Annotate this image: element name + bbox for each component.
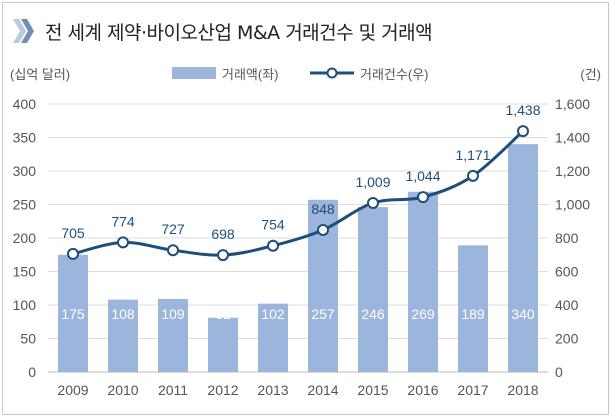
x-tick-label: 2010 bbox=[107, 382, 138, 398]
left-axis-label: (십억 달러) bbox=[10, 67, 70, 82]
right-tick-label: 800 bbox=[555, 230, 579, 246]
line-point-2009 bbox=[67, 247, 79, 260]
left-tick-label: 100 bbox=[13, 297, 37, 313]
line-label: 705 bbox=[61, 225, 85, 241]
right-tick-label: 1,600 bbox=[555, 96, 590, 112]
left-tick-label: 200 bbox=[13, 230, 37, 246]
line-point-2011 bbox=[167, 244, 179, 257]
bar-label: 109 bbox=[161, 306, 185, 322]
left-tick-label: 150 bbox=[13, 264, 37, 280]
x-tick-label: 2018 bbox=[507, 382, 538, 398]
right-tick-label: 1,200 bbox=[555, 163, 590, 179]
left-tick-label: 400 bbox=[13, 96, 37, 112]
bar-2016 bbox=[408, 191, 438, 372]
line-point-2012 bbox=[217, 249, 229, 262]
bar-label: 108 bbox=[111, 306, 135, 322]
x-tick-label: 2012 bbox=[207, 382, 238, 398]
line-point-2010 bbox=[117, 236, 129, 249]
x-tick-label: 2016 bbox=[407, 382, 438, 398]
right-tick-label: 200 bbox=[555, 331, 579, 347]
bar-label: 269 bbox=[411, 306, 435, 322]
line-point-2014 bbox=[317, 223, 329, 236]
bar-2017 bbox=[458, 245, 488, 372]
legend-bar-label: 거래액(좌) bbox=[222, 67, 279, 82]
line-label: 848 bbox=[311, 201, 335, 217]
line-label: 774 bbox=[111, 213, 135, 229]
x-tick-label: 2015 bbox=[357, 382, 388, 398]
left-tick-label: 350 bbox=[13, 130, 37, 146]
line-label: 1,438 bbox=[505, 102, 540, 118]
line-point-2018 bbox=[517, 125, 529, 138]
bar-label: 246 bbox=[361, 306, 385, 322]
bar-2009 bbox=[58, 254, 88, 372]
bar-label: 189 bbox=[461, 306, 485, 322]
line-label: 698 bbox=[211, 226, 235, 242]
bar-label: 340 bbox=[511, 306, 535, 322]
chart-title: 전 세계 제약·바이오산업 M&A 거래건수 및 거래액 bbox=[45, 21, 433, 44]
bar-label: 175 bbox=[61, 306, 85, 322]
left-tick-label: 50 bbox=[20, 331, 36, 347]
bar-2013 bbox=[258, 303, 288, 372]
bar-label: 102 bbox=[261, 306, 285, 322]
x-tick-label: 2013 bbox=[257, 382, 288, 398]
line-series bbox=[72, 130, 525, 257]
x-tick-label: 2014 bbox=[307, 382, 338, 398]
right-tick-label: 1,000 bbox=[555, 197, 590, 213]
right-tick-label: 600 bbox=[555, 264, 579, 280]
line-label: 1,171 bbox=[455, 147, 490, 163]
bar-2012 bbox=[208, 317, 238, 372]
x-tick-label: 2017 bbox=[457, 382, 488, 398]
legend-line-marker bbox=[326, 67, 338, 79]
bar-2010 bbox=[108, 299, 138, 372]
bar-label: 81 bbox=[215, 306, 231, 322]
legend-line-label: 거래건수(우) bbox=[360, 67, 428, 82]
right-tick-label: 0 bbox=[555, 364, 563, 380]
right-tick-label: 1,400 bbox=[555, 130, 590, 146]
bar-2011 bbox=[158, 298, 188, 372]
line-point-2013 bbox=[267, 239, 279, 252]
line-label: 727 bbox=[161, 221, 185, 237]
left-tick-label: 300 bbox=[13, 163, 37, 179]
chart-header: 전 세계 제약·바이오산업 M&A 거래건수 및 거래액 bbox=[13, 17, 433, 45]
double-chevron-icon bbox=[13, 19, 34, 43]
left-tick-label: 250 bbox=[13, 197, 37, 213]
legend-bar-swatch bbox=[172, 67, 216, 79]
left-tick-label: 0 bbox=[28, 364, 36, 380]
bar-2018 bbox=[508, 144, 538, 372]
line-label: 754 bbox=[261, 217, 285, 233]
bar-2015 bbox=[358, 207, 388, 372]
line-label: 1,009 bbox=[355, 174, 390, 190]
line-label: 1,044 bbox=[405, 168, 440, 184]
line-point-2016 bbox=[417, 191, 429, 204]
line-point-2017 bbox=[467, 169, 479, 182]
right-tick-label: 400 bbox=[555, 297, 579, 313]
line-point-2015 bbox=[367, 196, 379, 209]
x-tick-label: 2011 bbox=[158, 382, 188, 398]
right-axis-label: (건) bbox=[580, 67, 601, 82]
x-tick-label: 2009 bbox=[57, 382, 88, 398]
bar-label: 257 bbox=[311, 306, 335, 322]
